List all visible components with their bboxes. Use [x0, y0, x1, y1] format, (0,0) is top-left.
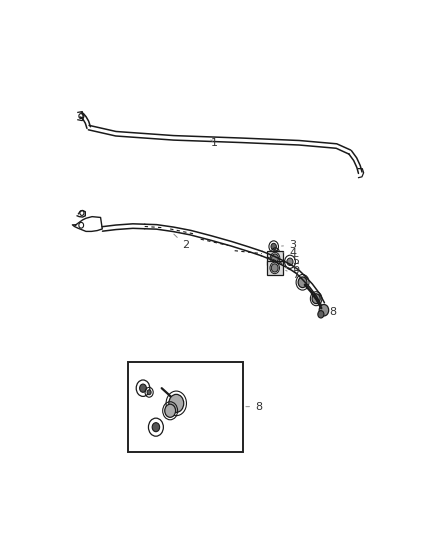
- Circle shape: [165, 404, 176, 417]
- Bar: [267, 251, 283, 265]
- Circle shape: [152, 423, 159, 432]
- Circle shape: [318, 311, 324, 318]
- Circle shape: [169, 394, 184, 413]
- Circle shape: [271, 243, 276, 250]
- Text: 6: 6: [286, 263, 299, 273]
- Circle shape: [272, 254, 279, 262]
- Circle shape: [273, 250, 278, 256]
- Circle shape: [140, 384, 146, 392]
- Circle shape: [312, 294, 320, 304]
- Text: 3: 3: [282, 240, 296, 251]
- Text: 2: 2: [174, 234, 189, 251]
- Text: 5: 5: [286, 255, 299, 265]
- Circle shape: [319, 304, 328, 316]
- Circle shape: [147, 390, 151, 395]
- Text: 8: 8: [325, 307, 337, 317]
- Text: 1: 1: [211, 138, 218, 148]
- Circle shape: [298, 277, 307, 288]
- Circle shape: [271, 264, 278, 272]
- Text: 8: 8: [246, 402, 262, 411]
- Text: 7: 7: [286, 270, 300, 280]
- Text: 4: 4: [283, 248, 296, 258]
- Circle shape: [287, 258, 293, 265]
- Bar: [128, 361, 243, 452]
- Bar: [267, 261, 283, 274]
